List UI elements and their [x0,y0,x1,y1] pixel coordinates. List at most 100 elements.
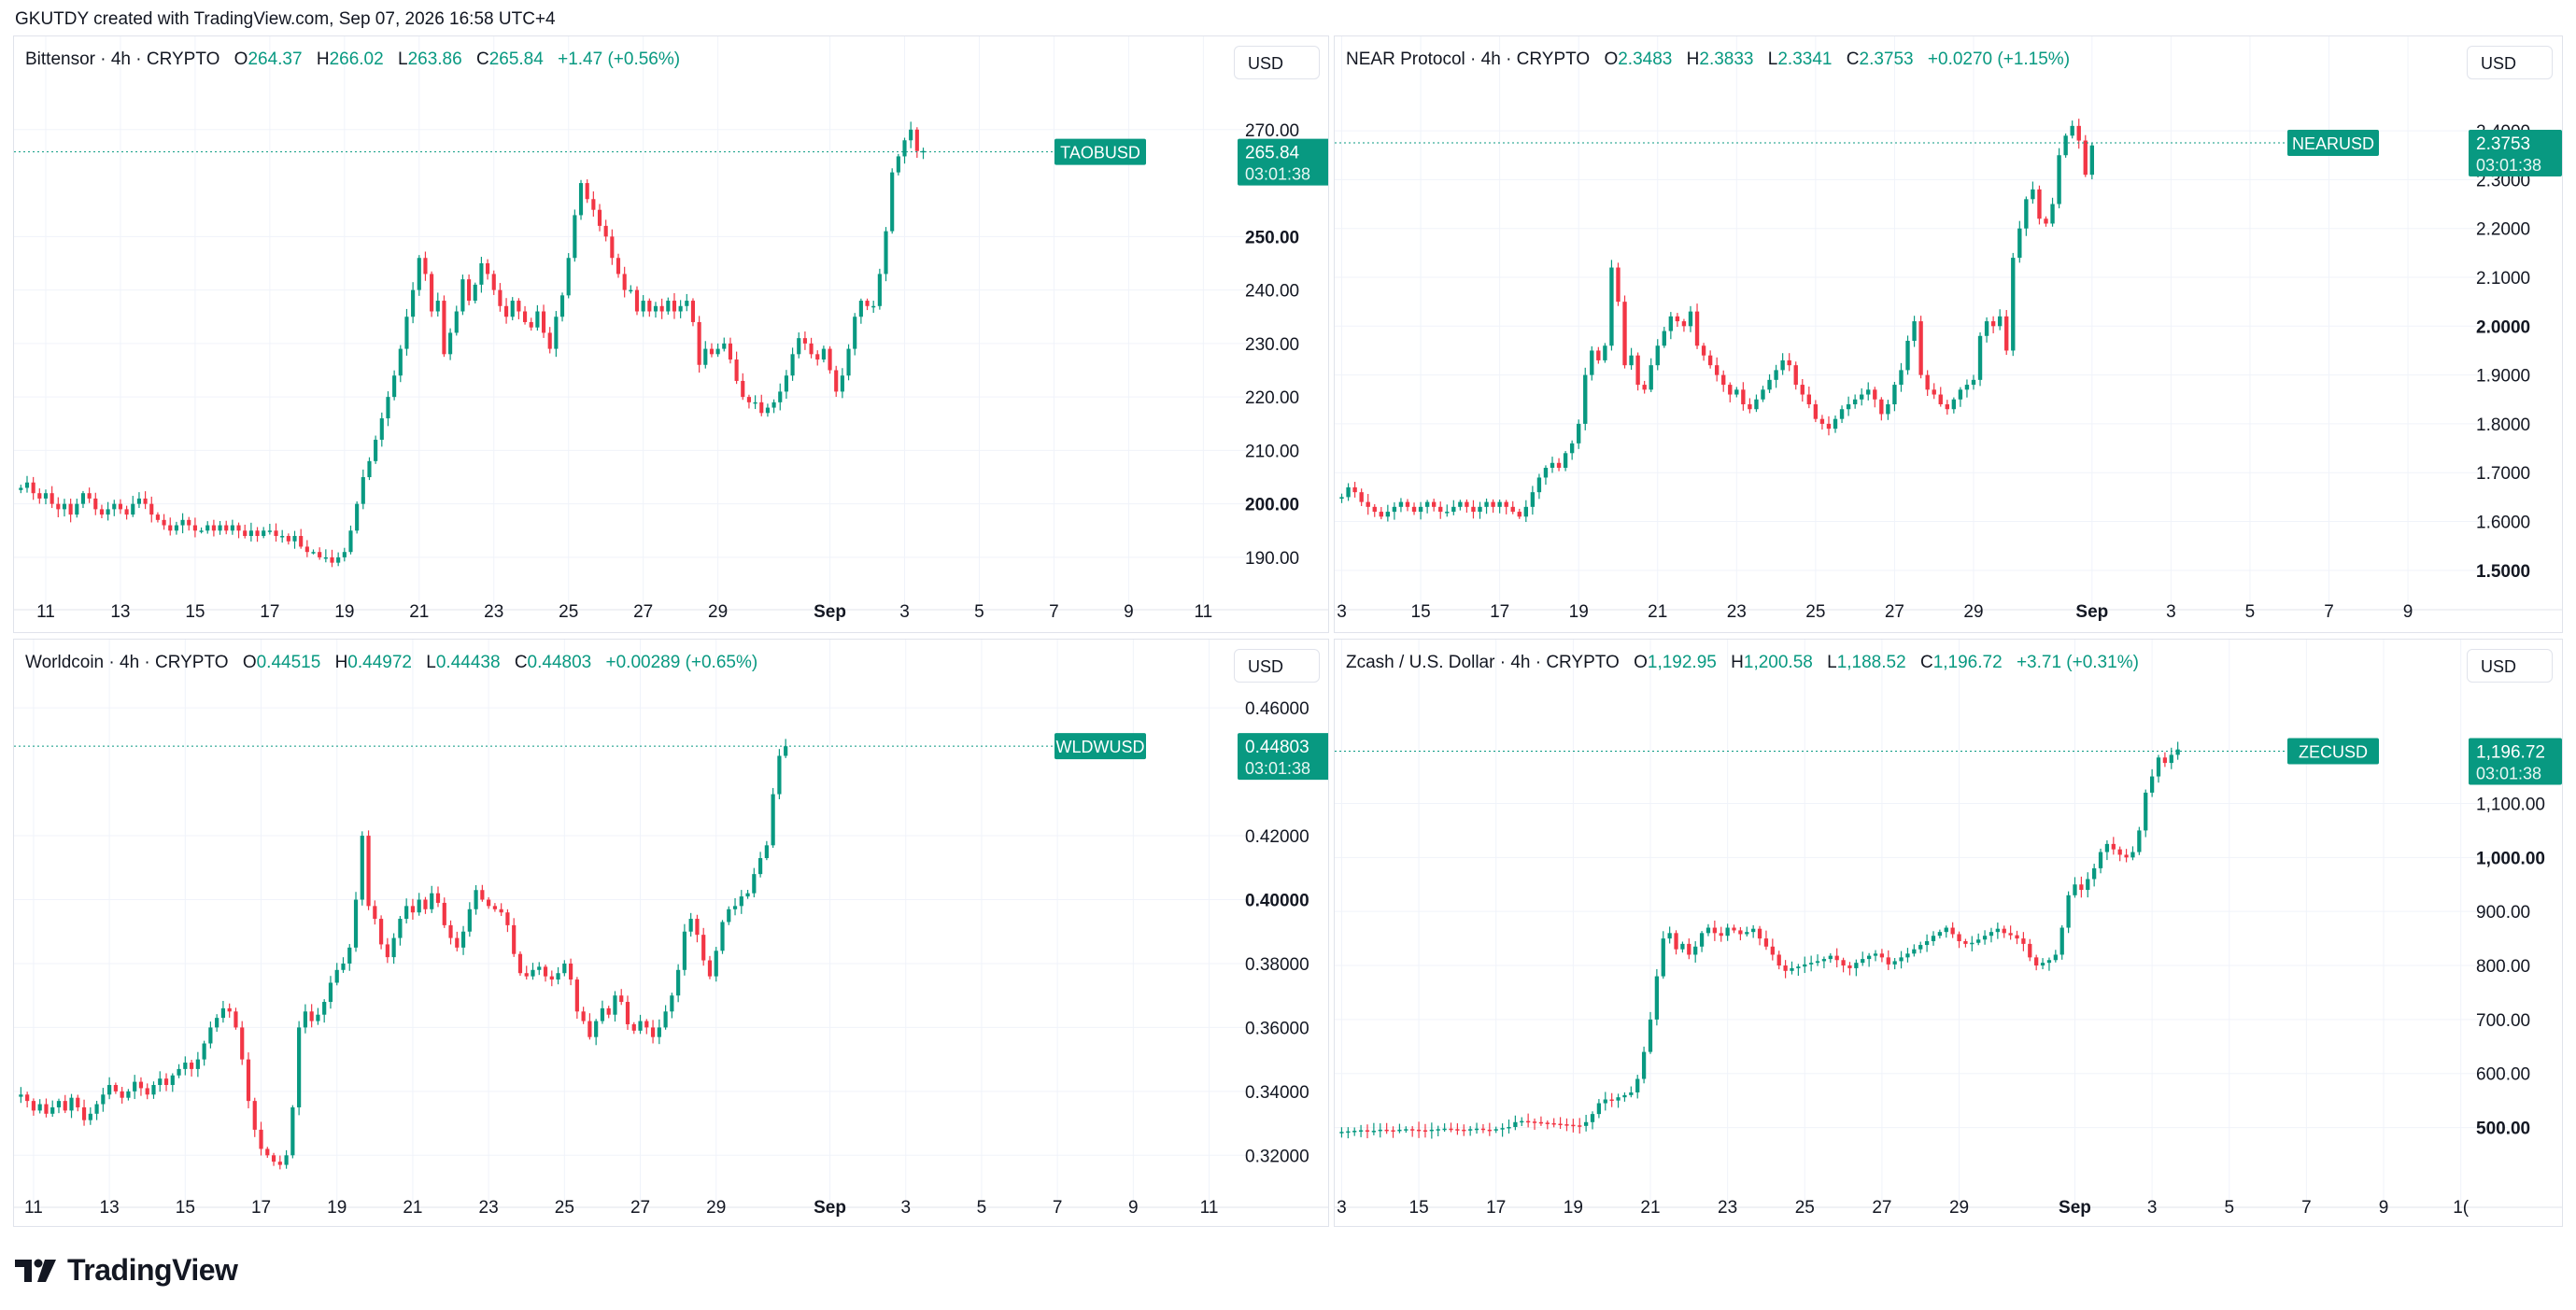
candle-body [1833,418,1838,430]
candle-body [1674,933,1678,950]
candlestick-chart-svg[interactable]: 270.00 250.00 240.00 230.00 220.00 210.00 200.… [14,36,1328,632]
candle-body [622,274,627,290]
candle-body [531,969,535,977]
candle-body [1964,385,1970,390]
candle-body [19,1094,23,1097]
candle-body [809,343,814,355]
candle-body [1839,409,1845,419]
chart-panel-near[interactable]: 2.40002.30002.20002.10002.00001.90001.80… [1334,35,2563,633]
candle-body [1569,443,1575,454]
candle-body [1751,928,1756,933]
currency-button[interactable]: USD [2467,46,2553,79]
candle-body [600,1007,605,1021]
candle-body [722,343,727,349]
candle-body [732,906,738,909]
candle-body [1545,1122,1550,1124]
candle-body [1806,394,1812,404]
close-label: C [475,49,489,69]
candle-body [1455,1129,1460,1131]
candle-body [556,973,560,980]
candle-body [2044,218,2048,224]
candle-body [24,482,30,488]
candle-body [318,552,322,557]
candle-body [2021,938,2026,944]
candle-body [1819,418,1825,424]
candle-body [81,1106,87,1120]
candle-body [1564,1124,1569,1126]
x-axis-tick-label: 27 [633,602,653,622]
candle-body [342,552,347,557]
x-axis-tick-label: 3 [1337,1198,1347,1218]
chart-panel-zcash[interactable]: 1,100.00 1,000.00 900.00 800.00 700.00 600.00… [1334,639,2563,1227]
candle-body [765,407,770,414]
x-axis-tick-label: 5 [2224,1198,2234,1218]
candle-body [610,236,615,259]
candle-body [277,1162,282,1165]
candle-body [2015,935,2019,939]
candle-body [1892,385,1897,404]
x-axis-tick-label: 9 [1128,1198,1139,1218]
last-price-value: 265.84 [1245,144,1300,163]
candle-body [914,129,919,151]
candlestick-chart-svg[interactable]: 1,100.00 1,000.00 900.00 800.00 700.00 600.00… [1335,640,2562,1226]
candle-body [2034,957,2039,966]
x-axis-tick-label: 23 [1727,602,1747,622]
chart-panel-worldcoin[interactable]: 0.46000 0.42000 0.40000 0.38000 0.36000 0.340… [13,639,1329,1227]
tradingview-logo[interactable]: TradingView [15,1253,238,1288]
candle-body [1418,506,1423,513]
high-value: 0.44972 [347,653,412,672]
candle-body [398,919,403,938]
candle-body [423,258,428,275]
candle-body [1551,1122,1556,1125]
candle-body [1571,1124,1576,1127]
currency-button[interactable]: USD [1234,46,1320,79]
x-axis-tick-label: Sep [814,1198,846,1218]
candle-body [517,301,521,312]
low-label: L [426,653,436,672]
candle-body [322,1002,327,1015]
candle-body [1757,928,1762,939]
x-axis-tick-label: 15 [1411,602,1431,622]
candle-body [1609,1099,1614,1101]
chart-panel-bittensor[interactable]: 270.00 250.00 240.00 230.00 220.00 210.00 200.… [13,35,1329,633]
ohlc-legend: Worldcoin · 4h · CRYPTO O0.44515 H0.4497… [25,653,757,673]
candle-body [163,1078,169,1086]
y-axis-tick-label: 1,100.00 [2476,795,2545,814]
x-axis-tick-label: 3 [2147,1198,2158,1218]
symbol-tag-label: ZECUSD [2299,743,2368,762]
x-axis-tick-label: 13 [100,1198,120,1218]
candle-body [2144,792,2148,831]
candle-body [753,401,757,404]
candle-body [1622,1094,1627,1098]
x-axis-tick-label: 3 [1337,602,1347,622]
candle-body [663,1011,668,1028]
candle-body [220,1007,226,1019]
candle-body [909,129,913,141]
y-axis-tick-label: 210.00 [1245,442,1299,461]
candle-body [1892,961,1897,965]
candle-body [504,305,509,317]
candle-body [1937,932,1943,937]
candle-body [2031,189,2035,200]
last-price-value: 2.3753 [2476,134,2530,154]
candlestick-chart-svg[interactable]: 2.40002.30002.20002.10002.00001.90001.80… [1335,36,2562,632]
candle-body [1635,355,1640,386]
candle-body [360,836,364,900]
candle-body [2024,199,2029,229]
currency-button[interactable]: USD [2467,649,2553,683]
last-price-value: 1,196.72 [2476,743,2545,763]
candle-body [373,906,377,920]
candle-body [1642,385,1647,390]
candlestick-chart-svg[interactable]: 0.46000 0.42000 0.40000 0.38000 0.36000 0.340… [14,640,1328,1226]
candle-body [1416,1129,1422,1132]
open-label: O [234,49,248,69]
candle-body [62,503,67,510]
candle-body [858,301,863,317]
candle-body [1912,949,1917,954]
currency-button[interactable]: USD [1234,649,1320,683]
candle-body [1462,1129,1466,1132]
candle-body [265,1148,270,1156]
candle-body [297,1027,302,1107]
candle-body [616,258,621,275]
candle-body [1339,1132,1344,1134]
